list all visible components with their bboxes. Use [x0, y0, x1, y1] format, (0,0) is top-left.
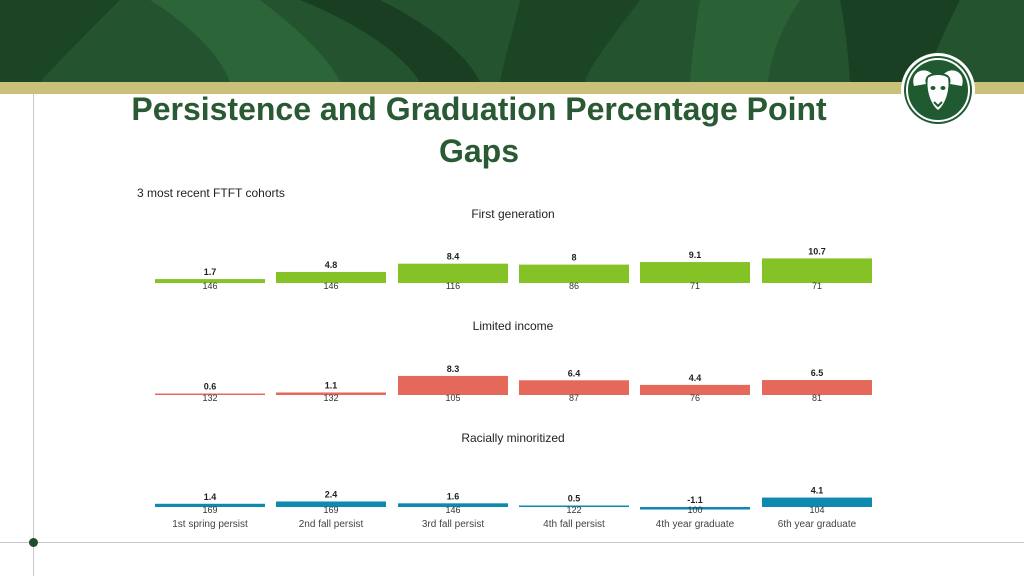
- category-label: 4th fall persist: [543, 519, 605, 530]
- count-label: 132: [323, 393, 338, 403]
- count-label: 146: [323, 281, 338, 291]
- value-label: 9.1: [689, 250, 702, 260]
- bar: [155, 393, 265, 395]
- bar: [519, 264, 629, 283]
- bar: [762, 380, 872, 395]
- count-label: 71: [690, 281, 700, 291]
- value-label: 2.4: [325, 489, 338, 499]
- count-label: 104: [809, 505, 824, 515]
- count-label: 81: [812, 393, 822, 403]
- value-label: 1.6: [447, 491, 460, 501]
- panel-title: Racially minoritized: [461, 431, 564, 445]
- category-label: 1st spring persist: [172, 519, 248, 530]
- bar: [276, 392, 386, 395]
- corner-dot: [29, 538, 38, 547]
- category-label: 2nd fall persist: [299, 519, 364, 530]
- value-label: 4.8: [325, 260, 338, 270]
- count-label: 86: [569, 281, 579, 291]
- count-label: 146: [202, 281, 217, 291]
- category-label: 6th year graduate: [778, 519, 857, 530]
- bar: [155, 279, 265, 283]
- value-label: 8.4: [447, 252, 460, 262]
- bar: [276, 271, 386, 283]
- value-label: 1.7: [204, 267, 217, 277]
- value-label: 6.4: [568, 368, 581, 378]
- value-label: 0.6: [204, 382, 217, 392]
- bar: [762, 258, 872, 283]
- count-label: 76: [690, 393, 700, 403]
- value-label: 6.5: [811, 368, 824, 378]
- bar: [640, 507, 750, 510]
- bar: [640, 384, 750, 395]
- value-label: 4.1: [811, 486, 824, 496]
- header-gold-stripe: [0, 82, 1024, 94]
- bar: [398, 503, 508, 507]
- count-label: 116: [446, 281, 460, 291]
- count-label: 105: [445, 393, 460, 403]
- count-label: 122: [566, 505, 581, 515]
- count-label: 146: [445, 505, 460, 515]
- count-label: 100: [687, 505, 702, 515]
- count-label: 132: [202, 393, 217, 403]
- panel-title: First generation: [471, 207, 554, 221]
- bar: [640, 262, 750, 283]
- count-label: 87: [569, 393, 579, 403]
- value-label: 1.1: [325, 380, 338, 390]
- header-banner: [0, 0, 1024, 82]
- chart-subtitle: 3 most recent FTFT cohorts: [137, 186, 285, 200]
- count-label: 169: [202, 505, 217, 515]
- bar: [155, 503, 265, 507]
- count-label: 71: [812, 281, 822, 291]
- category-label: 4th year graduate: [656, 519, 735, 530]
- ram-head-icon: [900, 52, 976, 128]
- bar: [398, 375, 508, 395]
- bar: [398, 263, 508, 283]
- value-label: 8.3: [447, 364, 460, 374]
- panel-title: Limited income: [473, 319, 554, 333]
- bottom-guide-line: [0, 542, 1024, 543]
- bar: [276, 501, 386, 507]
- banner-pattern: [0, 0, 960, 82]
- value-label: -1.1: [687, 495, 703, 505]
- value-label: 4.4: [689, 373, 702, 383]
- value-label: 0.5: [568, 494, 581, 504]
- category-label: 3rd fall persist: [422, 519, 484, 530]
- value-label: 1.4: [204, 492, 217, 502]
- bar: [519, 380, 629, 395]
- count-label: 169: [323, 505, 338, 515]
- bar: [762, 497, 872, 507]
- bar: [519, 505, 629, 507]
- value-label: 10.7: [808, 246, 826, 256]
- value-label: 8: [571, 253, 576, 263]
- left-guide-line: [33, 94, 34, 576]
- slide-title: Persistence and Graduation Percentage Po…: [131, 91, 827, 169]
